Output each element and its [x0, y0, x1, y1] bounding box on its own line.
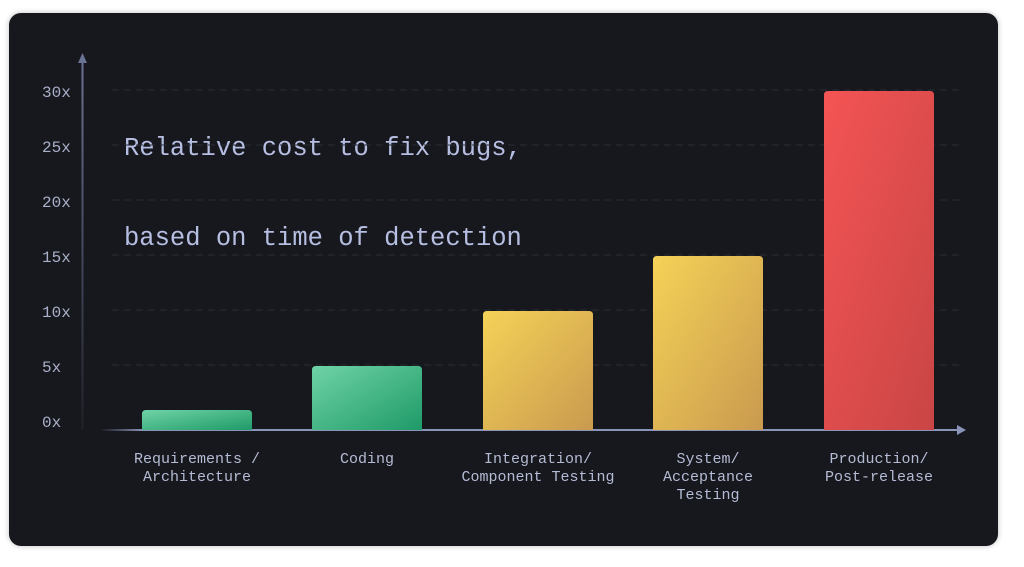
y-tick-label: 25x: [42, 139, 71, 157]
y-tick-label: 15x: [42, 249, 71, 267]
y-axis: [81, 60, 84, 430]
chart-title-line-2: based on time of detection: [124, 224, 522, 253]
x-category-label: System/: [676, 451, 739, 468]
y-tick-label: 20x: [42, 194, 71, 212]
x-category-label: Post-release: [825, 469, 933, 486]
bar: [312, 366, 422, 430]
x-category-label: Acceptance: [663, 469, 753, 486]
bar: [142, 410, 252, 430]
y-tick-label: 0x: [42, 414, 61, 432]
y-axis-arrow-icon: [78, 53, 87, 63]
chart-title: Relative cost to fix bugs, based on time…: [124, 74, 522, 284]
chart-title-line-1: Relative cost to fix bugs,: [124, 134, 522, 163]
x-category-label: Architecture: [143, 469, 251, 486]
y-tick-label: 10x: [42, 304, 71, 322]
y-tick-label: 30x: [42, 84, 71, 102]
x-category-label: Requirements /: [134, 451, 260, 468]
x-axis-arrow-icon: [957, 425, 966, 435]
x-category-label: Coding: [340, 451, 394, 468]
x-category-label: Testing: [676, 487, 739, 504]
bar: [824, 91, 934, 430]
x-category-label: Production/: [829, 451, 928, 468]
bar: [653, 256, 763, 430]
bar: [483, 311, 593, 430]
x-category-label: Component Testing: [461, 469, 614, 486]
x-category-label: Integration/: [484, 451, 592, 468]
y-tick-label: 5x: [42, 359, 61, 377]
